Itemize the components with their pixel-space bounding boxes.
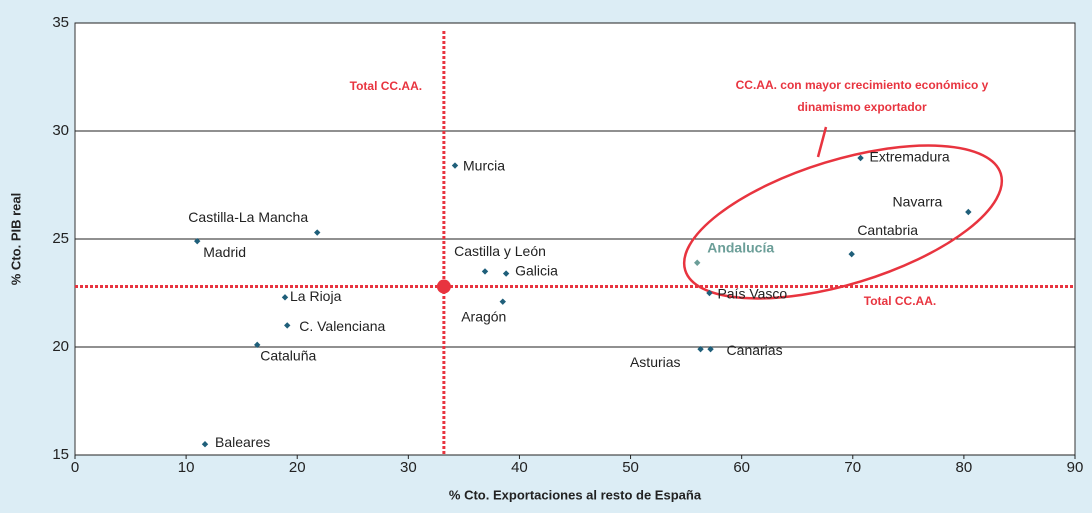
point [502,270,510,277]
point [706,289,713,297]
point [314,229,321,236]
point-label: Castilla-La Mancha [188,209,308,225]
point [857,154,864,162]
point-label: C. Valenciana [299,318,385,334]
point [481,268,489,275]
point [697,345,704,353]
y-tick-label: 20 [52,338,69,355]
point [694,259,701,266]
point-label: Cantabria [857,222,918,238]
point [965,208,972,216]
point-label: La Rioja [290,288,342,304]
point [499,298,506,305]
point-label: Canarias [727,342,783,358]
point [254,341,261,349]
point-label: Navarra [893,194,943,210]
point [281,294,289,301]
point-label: Madrid [203,244,246,260]
annotation-pointer [816,126,828,158]
x-tick-label: 20 [289,459,306,476]
point [707,345,714,353]
point [201,441,209,448]
x-tick-label: 60 [733,459,750,476]
x-tick-label: 40 [511,459,528,476]
point-label: Aragón [461,308,506,324]
point-label: Extremadura [870,149,950,165]
y-tick-label: 35 [52,14,69,31]
annotation-text: CC.AA. con mayor crecimiento económico y [736,78,989,92]
reference-hline-label: Total CC.AA. [864,294,936,308]
annotation-ellipse [682,144,1004,300]
x-tick-label: 0 [71,459,79,476]
x-tick-label: 90 [1067,459,1084,476]
x-axis-title: % Cto. Exportaciones al resto de España [449,487,702,502]
x-tick-label: 10 [178,459,195,476]
point [451,162,459,169]
point [848,250,855,258]
point [194,237,201,245]
point-label: Andalucía [707,239,774,255]
y-tick-label: 25 [52,230,69,247]
x-tick-label: 70 [844,459,861,476]
reference-point [436,279,451,294]
x-tick-label: 30 [400,459,417,476]
point-label: País Vasco [717,286,787,302]
point-label: Baleares [215,434,270,450]
x-tick-label: 50 [622,459,639,476]
point-label: Cataluña [260,348,316,364]
annotation-text: dinamismo exportador [797,100,927,114]
y-axis-title: % Cto. PIB real [8,193,23,285]
x-tick-label: 80 [956,459,973,476]
point [284,322,291,329]
y-tick-label: 15 [52,446,69,463]
y-tick-label: 30 [52,122,69,139]
reference-vline-label: Total CC.AA. [350,79,422,93]
point-label: Murcia [463,157,505,173]
point-label: Castilla y León [454,243,546,259]
point-label: Galicia [515,262,558,278]
point-label: Asturias [630,354,681,370]
